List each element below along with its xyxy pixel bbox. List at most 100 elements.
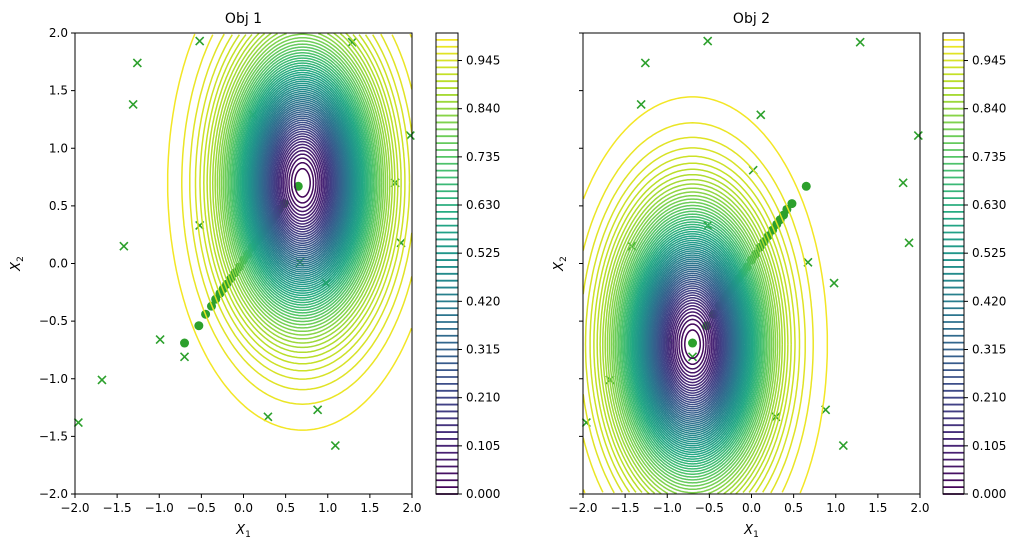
contour-level [244,76,361,290]
contour-level [584,147,801,493]
colorbar-tick-label: 0.315 [466,343,500,357]
y-tick-label: 2.0 [49,26,68,40]
contour-level [254,94,351,271]
contour-level [650,268,735,420]
contour-level [684,329,701,360]
contour-level [637,243,748,445]
contour-level [627,226,758,463]
contour-level [232,54,373,311]
contour-level [288,157,317,209]
contour-level [656,278,729,410]
contour-level [253,92,352,273]
contour-level [277,138,328,228]
contour-level [256,99,349,267]
contour-level [239,67,366,299]
colorbar-tick-label: 0.315 [972,343,1006,357]
pareto-point [194,321,204,331]
sample-x-marker [155,334,165,345]
colorbar: 0.000 0.105 0.210 0.315 0.420 0.525 0.630 0.735… [435,32,500,501]
contour-level [665,294,720,394]
x-tick-label: −2.0 [568,501,597,515]
contour-level [658,283,727,406]
x-tick-label: 1.5 [868,501,887,515]
contour-level [246,80,359,286]
contour-level [236,62,369,304]
sample-x-marker [73,417,83,428]
colorbar-tick-label: 0.525 [972,246,1006,260]
x-axis-label: X1 [235,523,251,540]
contour-level [280,143,325,222]
contour-level [227,46,378,320]
contour-level [642,252,743,437]
contour-level [629,228,756,460]
y-tick-label: 0.0 [49,257,68,271]
x-tick-label: 2.0 [402,501,421,515]
contour-level [260,107,345,259]
contour-level [270,123,335,242]
sample-x-marker [195,36,205,46]
contour-level [676,314,709,374]
contour-level [259,105,346,261]
contour-level [626,223,759,465]
contour-level [189,33,413,391]
contour-level [604,183,781,495]
contour-level [660,285,725,404]
contour-level [649,266,736,422]
contour-level [582,122,814,493]
contour-level [229,49,376,317]
colorbar-tick-label: 0.735 [972,150,1006,164]
contour-level [663,292,722,397]
colorbar-frame [435,32,459,495]
sample-x-marker [640,58,650,68]
contour-level [282,146,323,219]
x-tick-label: 2.0 [910,501,929,515]
contour-level [680,323,705,366]
contour-level [249,86,356,279]
contour-level [646,260,739,428]
contour-level [276,135,329,231]
sample-x-marker [756,110,766,120]
contour-level [640,250,745,439]
y-tick-label: 1.0 [49,141,68,155]
contour-level [617,207,768,481]
x-tick-label: −0.5 [695,501,724,515]
colorbar-tick-label: 0.105 [972,439,1006,453]
contour-level [652,270,734,418]
contour-level [203,34,402,365]
colorbar-tick-label: 0.210 [972,391,1006,405]
contour-level [226,43,379,323]
contour-level [265,115,340,251]
contour-level [657,280,728,408]
sample-x-marker [687,352,698,362]
contour-level [625,221,760,468]
contour-level [614,201,771,487]
contour-level [245,78,360,288]
contour-level [266,117,339,249]
plot-area [73,32,415,451]
contour-level [669,302,716,387]
contour-level [648,264,737,424]
contour-level [240,69,365,297]
y-tick-label: 1.5 [49,84,68,98]
colorbar-tick-label: 0.735 [466,150,500,164]
x-tick-label: −1.0 [145,501,174,515]
x-axis-label: X1 [743,523,759,540]
sample-x-marker [898,178,908,188]
contour-level [661,287,724,401]
contour-level [209,32,396,354]
colorbar-tick-label: 0.420 [972,294,1006,308]
contour-level [233,57,372,309]
contour-level [672,308,713,381]
contour-level [589,155,796,493]
contour-level [206,34,399,359]
contour-level [261,109,343,257]
contour-level [634,237,751,451]
pareto-point [787,199,797,209]
panel-obj-2: −2.0 −1.5 −1.0 −0.5 0.0 0.5 1.0 1.5 2.0 Obj 2 X1 X2… [552,11,1006,540]
x-tick-label: 1.0 [826,501,845,515]
contour-level [647,262,738,426]
contour-level [235,59,370,306]
contour-level [643,254,742,435]
